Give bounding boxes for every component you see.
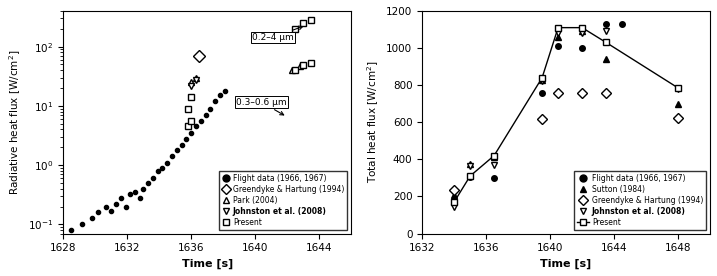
Y-axis label: Total heat flux [W/cm$^2$]: Total heat flux [W/cm$^2$] xyxy=(365,61,381,184)
Y-axis label: Radiative heat flux [W/cm$^2$]: Radiative heat flux [W/cm$^2$] xyxy=(7,50,22,195)
X-axis label: Time [s]: Time [s] xyxy=(541,259,592,269)
Legend: Flight data (1966, 1967), Sutton (1984), Greendyke & Hartung (1994), Johnston et: Flight data (1966, 1967), Sutton (1984),… xyxy=(574,171,706,230)
Text: 0.2–4 μm: 0.2–4 μm xyxy=(252,26,303,42)
Legend: Flight data (1966, 1967), Greendyke & Hartung (1994), Park (2004), Johnston et a: Flight data (1966, 1967), Greendyke & Ha… xyxy=(219,171,347,230)
X-axis label: Time [s]: Time [s] xyxy=(181,259,233,269)
Text: 0.3–0.6 μm: 0.3–0.6 μm xyxy=(236,98,287,115)
